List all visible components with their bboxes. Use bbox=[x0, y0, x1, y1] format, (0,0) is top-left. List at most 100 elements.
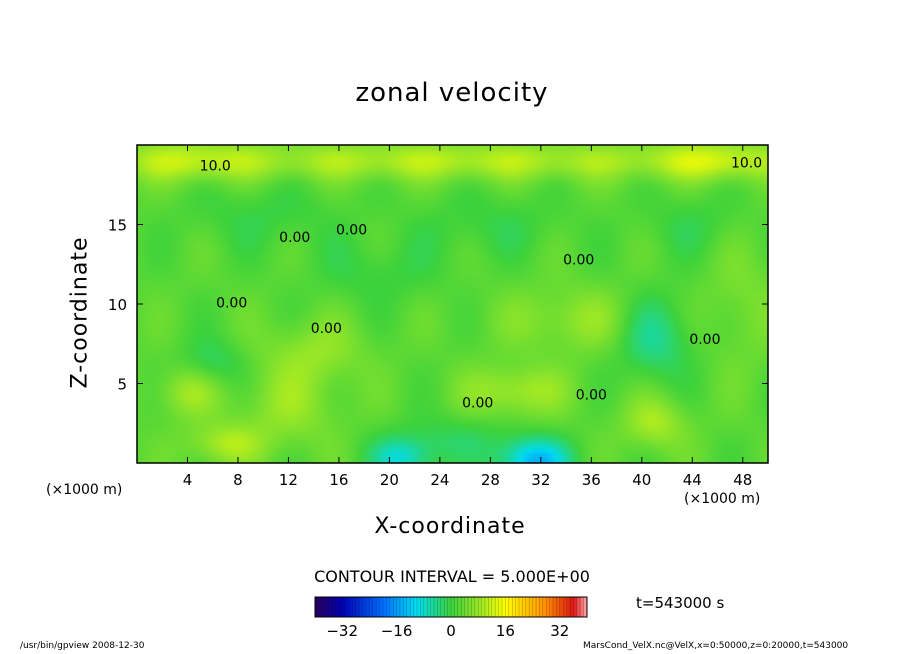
x-tick-label: 24 bbox=[430, 471, 449, 489]
colorbar-swatch bbox=[325, 597, 329, 617]
colorbar-swatch bbox=[427, 597, 431, 617]
colorbar-swatch bbox=[352, 597, 357, 617]
colorbar-swatch bbox=[376, 597, 380, 617]
colorbar-swatch bbox=[359, 597, 363, 617]
colorbar-swatch bbox=[542, 597, 547, 617]
contour-interval-label: CONTOUR INTERVAL = 5.000E+00 bbox=[314, 567, 590, 586]
colorbar-swatch bbox=[491, 597, 496, 617]
colorbar-swatch bbox=[349, 597, 353, 617]
colorbar-swatch bbox=[508, 597, 513, 617]
colorbar-tick-label: −32 bbox=[326, 622, 358, 640]
colorbar-tick-label: −16 bbox=[381, 622, 413, 640]
footer-source: MarsCond_VelX.nc@VelX,x=0:50000,z=0:2000… bbox=[583, 641, 849, 651]
y-tick-label: 15 bbox=[108, 217, 127, 235]
colorbar-swatch bbox=[468, 597, 472, 617]
contour-labels: 10.0 10.0 0.00 0.00 0.00 0.00 0.00 0.00 0.00 0.00 bbox=[200, 155, 762, 411]
colorbar-swatch bbox=[369, 597, 374, 617]
y-tick-label: 10 bbox=[108, 296, 127, 314]
colorbar-swatch bbox=[495, 597, 499, 617]
colorbar-swatch bbox=[437, 597, 442, 617]
colorbar-swatch bbox=[345, 597, 350, 617]
colorbar-swatch bbox=[471, 597, 476, 617]
colorbar-swatch bbox=[573, 597, 578, 617]
x-tick-label: 48 bbox=[733, 471, 752, 489]
colorbar-swatch bbox=[498, 597, 503, 617]
colorbar-swatch bbox=[556, 597, 561, 617]
y-axis-ticks: 5 10 15 bbox=[108, 217, 768, 394]
colorbar-swatch bbox=[362, 597, 367, 617]
contour-label: 0.00 bbox=[563, 252, 594, 268]
colorbar-swatch bbox=[576, 597, 581, 617]
colorbar-swatch bbox=[461, 597, 465, 617]
colorbar-swatch bbox=[406, 597, 411, 617]
colorbar-swatch bbox=[318, 597, 323, 617]
contour-label: 0.00 bbox=[311, 321, 342, 337]
colorbar-swatch bbox=[420, 597, 425, 617]
plot-area bbox=[137, 145, 768, 463]
colorbar-swatch bbox=[434, 597, 438, 617]
colorbar-swatch bbox=[444, 597, 448, 617]
colorbar-swatch bbox=[559, 597, 564, 617]
colorbar-swatch bbox=[481, 597, 486, 617]
contour-label: 0.00 bbox=[216, 295, 247, 311]
colorbar-swatch bbox=[478, 597, 482, 617]
colorbar-swatch bbox=[522, 597, 527, 617]
footer-command: /usr/bin/gpview 2008-12-30 bbox=[20, 641, 145, 651]
colorbar-swatch bbox=[580, 597, 584, 617]
colorbar-swatch bbox=[328, 597, 333, 617]
colorbar-swatch bbox=[393, 597, 397, 617]
colorbar-swatch bbox=[532, 597, 537, 617]
x-tick-label: 20 bbox=[380, 471, 399, 489]
colorbar-swatch bbox=[386, 597, 391, 617]
colorbar-swatch bbox=[485, 597, 489, 617]
colorbar-swatch bbox=[338, 597, 343, 617]
colorbar-swatch bbox=[447, 597, 452, 617]
colorbar-swatch bbox=[553, 597, 557, 617]
colorbar-swatch bbox=[410, 597, 414, 617]
colorbar-swatch bbox=[539, 597, 544, 617]
x-tick-label: 32 bbox=[531, 471, 550, 489]
colorbar-tick-label: 32 bbox=[550, 622, 569, 640]
colorbar-swatch bbox=[525, 597, 530, 617]
colorbar-swatch bbox=[505, 597, 510, 617]
colorbar-swatch bbox=[529, 597, 533, 617]
colorbar-border bbox=[314, 596, 588, 618]
y-tick-label: 5 bbox=[117, 376, 127, 394]
colorbar-swatch bbox=[536, 597, 540, 617]
colorbar-swatch bbox=[379, 597, 384, 617]
colorbar-swatch bbox=[515, 597, 520, 617]
x-tick-label: 16 bbox=[329, 471, 348, 489]
contour-label: 0.00 bbox=[462, 396, 493, 412]
colorbar-tick-label: 0 bbox=[446, 622, 456, 640]
colorbar-swatch bbox=[474, 597, 479, 617]
colorbar-swatch bbox=[383, 597, 387, 617]
colorbar-swatch bbox=[488, 597, 493, 617]
colorbar-swatch bbox=[396, 597, 401, 617]
colorbar-swatch bbox=[342, 597, 346, 617]
x-tick-label: 4 bbox=[183, 471, 193, 489]
colorbar-swatch bbox=[519, 597, 523, 617]
colorbar-swatch bbox=[366, 597, 370, 617]
colorbar-swatch bbox=[423, 597, 428, 617]
colorbar-swatch bbox=[563, 597, 567, 617]
x-axis-ticks: 4 8 12 16 20 24 28 32 36 40 44 48 bbox=[183, 145, 752, 489]
contour-label: 0.00 bbox=[336, 222, 367, 238]
x-tick-label: 40 bbox=[632, 471, 651, 489]
colorbar-swatch bbox=[413, 597, 418, 617]
colorbar-swatch bbox=[440, 597, 445, 617]
contour-label: 10.0 bbox=[200, 159, 231, 175]
colorbar-swatch bbox=[430, 597, 435, 617]
colorbar-swatch bbox=[464, 597, 469, 617]
colorbar-swatch bbox=[451, 597, 455, 617]
contour-label: 10.0 bbox=[731, 155, 762, 171]
colorbar-swatch bbox=[332, 597, 336, 617]
colorbar-swatch bbox=[372, 597, 377, 617]
x-tick-label: 36 bbox=[582, 471, 601, 489]
time-label: t=543000 s bbox=[636, 594, 725, 612]
colorbar-swatch bbox=[417, 597, 421, 617]
colorbar-swatch bbox=[546, 597, 550, 617]
colorbar-swatch bbox=[400, 597, 404, 617]
colorbar-swatch bbox=[457, 597, 462, 617]
colorbar-swatch bbox=[454, 597, 459, 617]
